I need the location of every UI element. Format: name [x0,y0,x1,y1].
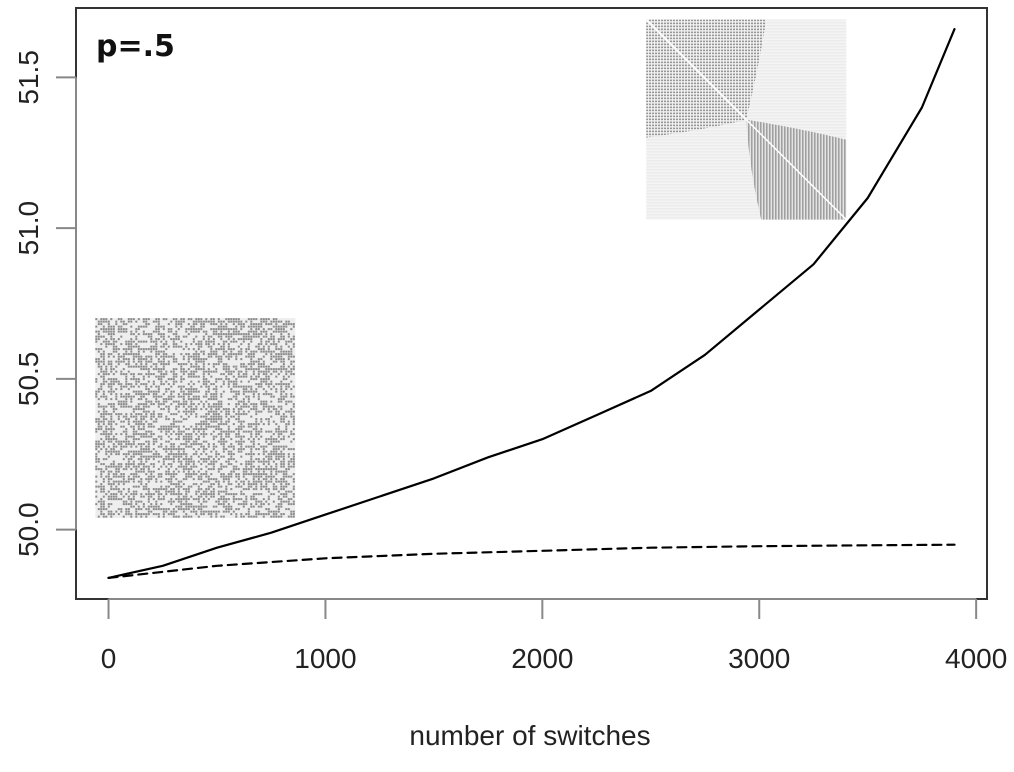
x-tick-label: 4000 [945,643,1007,674]
lines-layer [107,28,956,579]
x-tick-label: 3000 [728,643,790,674]
inset-diagonal [645,19,847,221]
annotation-label: p=.5 [96,29,175,64]
x-tick-label: 2000 [511,643,573,674]
inset-random-lattice [95,318,296,519]
y-tick-label: 50.0 [13,502,44,557]
x-tick-label: 1000 [294,643,356,674]
inset-ordered-lattice [645,19,847,221]
dashed-series-line [107,543,956,579]
y-axis: 50.0 50.5 51.0 51.5 [13,50,77,557]
y-tick-label: 51.5 [13,50,44,105]
solid-series-line [107,28,956,579]
insets-layer [95,19,847,519]
y-tick-label: 50.5 [13,352,44,407]
x-axis-title: number of switches [409,720,650,751]
x-tick-label: 0 [101,643,117,674]
x-axis: 0 1000 2000 3000 4000 [101,598,1007,674]
y-tick-label: 51.0 [13,201,44,256]
